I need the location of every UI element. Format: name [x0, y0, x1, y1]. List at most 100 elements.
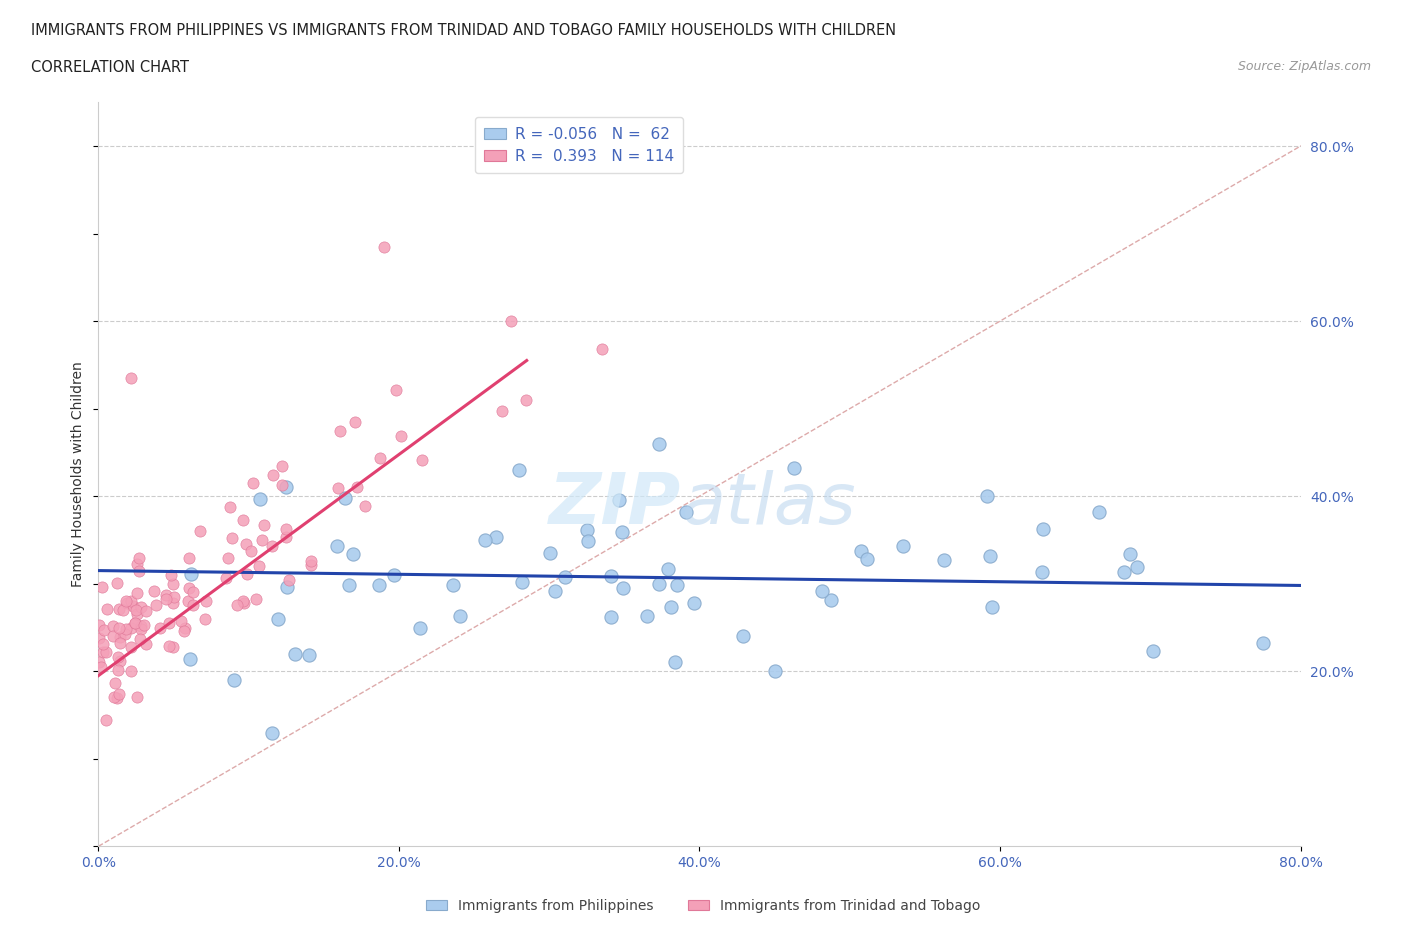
Point: [121, 593, 143, 608]
Point: [1112, 565, 1135, 579]
Point: [155, 587, 177, 602]
Point: [271, 458, 294, 473]
Point: [125, 689, 148, 704]
Point: [94, 712, 117, 727]
Point: [675, 505, 697, 520]
Point: [683, 596, 706, 611]
Point: [554, 569, 576, 584]
Point: [235, 537, 257, 551]
Point: [449, 608, 471, 623]
Point: [636, 608, 658, 623]
Point: [441, 578, 464, 592]
Point: [149, 621, 172, 636]
Point: [932, 553, 955, 568]
Point: [125, 557, 148, 572]
Point: [346, 479, 368, 494]
Point: [181, 585, 204, 600]
Point: [215, 570, 238, 585]
Point: [276, 579, 298, 594]
Point: [538, 545, 561, 560]
Point: [96, 602, 118, 617]
Point: [112, 602, 135, 617]
Point: [659, 600, 682, 615]
Point: [385, 382, 408, 397]
Point: [177, 580, 200, 595]
Point: [105, 690, 128, 705]
Point: [236, 567, 259, 582]
Point: [382, 567, 405, 582]
Point: [342, 547, 364, 562]
Point: [162, 640, 184, 655]
Point: [810, 583, 832, 598]
Point: [591, 342, 613, 357]
Point: [1031, 522, 1053, 537]
Point: [664, 655, 686, 670]
Point: [128, 551, 150, 565]
Point: [110, 630, 132, 644]
Point: [354, 499, 377, 514]
Point: [173, 623, 195, 638]
Point: [115, 594, 138, 609]
Point: [277, 572, 299, 587]
Point: [368, 451, 391, 466]
Point: [600, 569, 623, 584]
Point: [367, 578, 389, 592]
Point: [162, 577, 184, 591]
Point: [245, 591, 267, 606]
Point: [508, 462, 530, 477]
Point: [217, 551, 239, 565]
Point: [194, 593, 217, 608]
Point: [129, 631, 152, 646]
Point: [103, 689, 125, 704]
Point: [115, 596, 138, 611]
Point: [232, 593, 254, 608]
Point: [221, 530, 243, 545]
Point: [135, 636, 157, 651]
Point: [145, 597, 167, 612]
Point: [284, 646, 307, 661]
Point: [1031, 565, 1053, 579]
Point: [271, 477, 294, 492]
Point: [232, 512, 254, 527]
Point: [249, 492, 271, 507]
Point: [163, 590, 186, 604]
Point: [107, 649, 129, 664]
Point: [299, 557, 322, 572]
Point: [135, 604, 157, 618]
Point: [89, 631, 111, 645]
Point: [132, 618, 155, 632]
Point: [610, 525, 633, 539]
Point: [763, 664, 786, 679]
Text: IMMIGRANTS FROM PHILIPPINES VS IMMIGRANTS FROM TRINIDAD AND TOBAGO FAMILY HOUSEH: IMMIGRANTS FROM PHILIPPINES VS IMMIGRANT…: [31, 23, 896, 38]
Point: [276, 480, 298, 495]
Point: [107, 686, 129, 701]
Text: Source: ZipAtlas.com: Source: ZipAtlas.com: [1237, 60, 1371, 73]
Point: [188, 524, 211, 538]
Point: [104, 675, 127, 690]
Point: [105, 576, 128, 591]
Point: [157, 638, 180, 653]
Point: [856, 551, 879, 566]
Point: [176, 593, 198, 608]
Point: [129, 618, 152, 633]
Point: [160, 567, 183, 582]
Point: [733, 629, 755, 644]
Point: [411, 453, 433, 468]
Point: [849, 543, 872, 558]
Point: [125, 606, 148, 621]
Point: [267, 612, 290, 627]
Point: [90, 659, 112, 674]
Point: [979, 549, 1001, 564]
Point: [600, 609, 623, 624]
Point: [262, 468, 284, 483]
Point: [298, 647, 321, 662]
Point: [607, 493, 630, 508]
Text: ZIP: ZIP: [550, 470, 682, 538]
Point: [179, 652, 201, 667]
Point: [181, 597, 204, 612]
Point: [274, 521, 297, 536]
Point: [162, 595, 184, 610]
Point: [474, 533, 496, 548]
Legend: R = -0.056   N =  62, R =  0.393   N = 114: R = -0.056 N = 62, R = 0.393 N = 114: [475, 117, 683, 173]
Point: [329, 424, 352, 439]
